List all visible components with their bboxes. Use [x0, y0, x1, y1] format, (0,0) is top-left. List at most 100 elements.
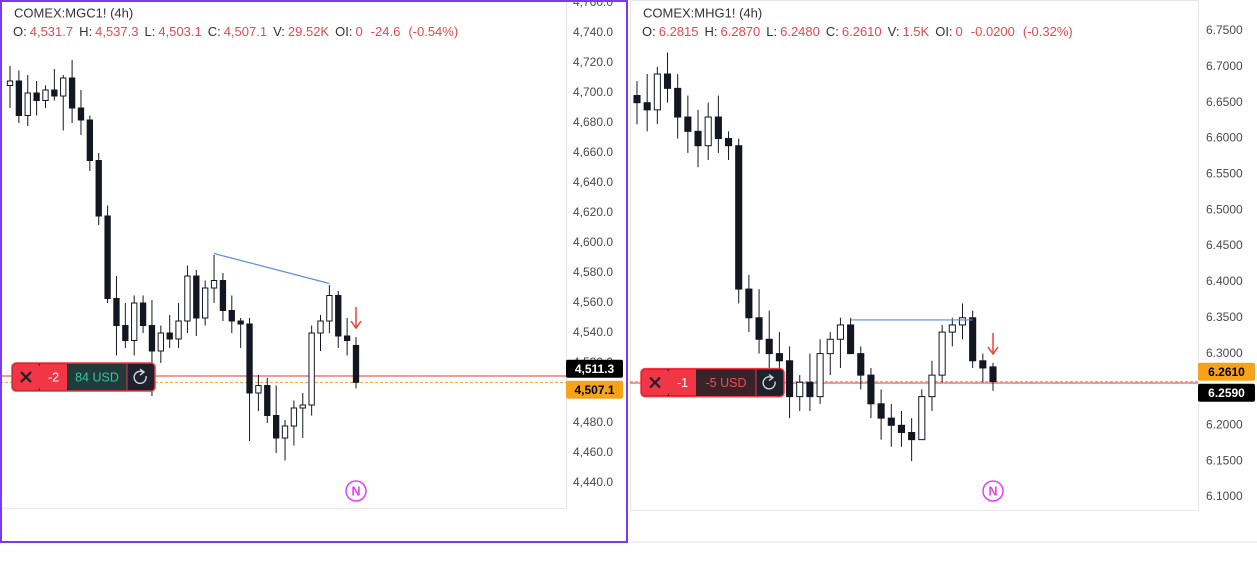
close-icon [20, 371, 32, 383]
y-tick-label: 4,580.0 [573, 265, 613, 279]
candle-body [33, 92, 40, 101]
y-tick-label: 6.6500 [1206, 95, 1243, 109]
y-tick-label: 6.3000 [1206, 346, 1243, 360]
reverse-icon[interactable] [762, 376, 776, 390]
candle-body [219, 280, 227, 311]
candle-body [816, 353, 824, 398]
candle-body [806, 381, 814, 398]
change: -0.0200 [971, 24, 1015, 39]
legend-value: 4,531.7 [30, 24, 73, 39]
candle-body [184, 275, 191, 322]
position-widget: -1 -5 USD [640, 367, 785, 398]
candle-body [77, 107, 85, 121]
y-tick-label: 6.1000 [1206, 489, 1243, 503]
y-tick-label: 6.7000 [1206, 59, 1243, 73]
candle-body [264, 385, 271, 416]
candle-body [836, 324, 844, 340]
legend-label: OI: [935, 24, 952, 39]
legend-label: C: [826, 24, 839, 39]
y-tick-label: 4,760.0 [573, 0, 613, 9]
y-tick-label: 4,600.0 [573, 235, 613, 249]
candle-body [308, 332, 315, 406]
news-marker[interactable] [345, 480, 367, 502]
legend-value: 4,503.1 [158, 24, 201, 39]
news-marker-label: N [988, 484, 997, 498]
legend-label: OI: [335, 24, 352, 39]
candle-body [335, 295, 342, 337]
candle-body [908, 431, 916, 441]
candle-body [202, 287, 209, 319]
candle-body [704, 116, 712, 147]
news-marker-label: N [351, 484, 360, 498]
y-tick-label: 6.3500 [1206, 310, 1243, 324]
candle-body [326, 295, 333, 322]
candle-body [663, 73, 672, 89]
candle-body [6, 80, 14, 86]
change: -24.6 [371, 24, 401, 39]
legend-label: V: [888, 24, 900, 39]
candle-body [857, 353, 865, 376]
candle-body [653, 73, 661, 111]
position-quantity: -1 [677, 376, 688, 390]
y-tick-label: 4,720.0 [573, 55, 613, 69]
candle-body [122, 325, 129, 341]
legend-value: 6.2610 [842, 24, 882, 39]
legend-value: 0 [956, 24, 963, 39]
position-pnl: 84 USD [75, 370, 119, 384]
candle-body [113, 298, 120, 326]
candle-body [42, 89, 49, 101]
quantity-box [40, 364, 67, 391]
pnl-box [67, 364, 127, 391]
candle-body [86, 119, 94, 161]
candle-body [237, 320, 244, 325]
candle-body [724, 138, 733, 147]
candle-body [633, 95, 641, 104]
legend-label: O: [13, 24, 27, 39]
candle-body [175, 320, 182, 340]
candle-body [228, 310, 235, 322]
y-tick-label: 4,620.0 [573, 205, 613, 219]
price-tag-label: 4,511.3 [575, 362, 615, 376]
y-tick-label: 4,660.0 [573, 145, 613, 159]
candle-body [343, 335, 351, 341]
candle-body [51, 89, 58, 97]
y-tick-label: 6.1500 [1206, 453, 1243, 467]
candle-body [867, 374, 875, 405]
price-tag-label: 4,507.1 [574, 383, 614, 397]
price-tag [1198, 362, 1255, 381]
legend-label: L: [766, 24, 777, 39]
news-marker[interactable] [982, 480, 1004, 502]
candle-body [139, 302, 147, 326]
legend-value: 4,507.1 [224, 24, 267, 39]
legend-value: 6.2870 [721, 24, 761, 39]
candle-body [755, 317, 763, 340]
symbol-title: COMEX:MGC1! (4h) [14, 5, 133, 20]
candle-body [969, 317, 977, 362]
y-tick-label: 4,740.0 [573, 25, 613, 39]
reverse-icon[interactable] [133, 370, 147, 384]
legend-value: 29.52K [288, 24, 330, 39]
candle-body [847, 324, 855, 355]
y-tick-label: 6.4000 [1206, 274, 1243, 288]
candle-body [24, 92, 31, 116]
y-tick-label: 4,540.0 [573, 325, 613, 339]
y-tick-label: 4,560.0 [573, 295, 613, 309]
candle-body [958, 317, 967, 326]
reverse-icon-head [139, 368, 146, 376]
candle-body [918, 396, 926, 441]
legend-label: V: [273, 24, 285, 39]
candle-body [157, 332, 164, 352]
candle-body [786, 360, 794, 398]
change-pct: (-0.54%) [408, 24, 458, 39]
signal-arrow-head [987, 346, 999, 356]
candle-body [317, 320, 324, 334]
legend-value: 0 [355, 24, 362, 39]
active-chart-frame [0, 0, 628, 543]
y-tick-label: 6.4500 [1206, 238, 1243, 252]
candle-body [887, 417, 895, 426]
candle-body [148, 325, 156, 352]
candle-body [938, 331, 946, 376]
candle-body [131, 302, 138, 341]
position-widget: -2 84 USD [11, 362, 156, 392]
